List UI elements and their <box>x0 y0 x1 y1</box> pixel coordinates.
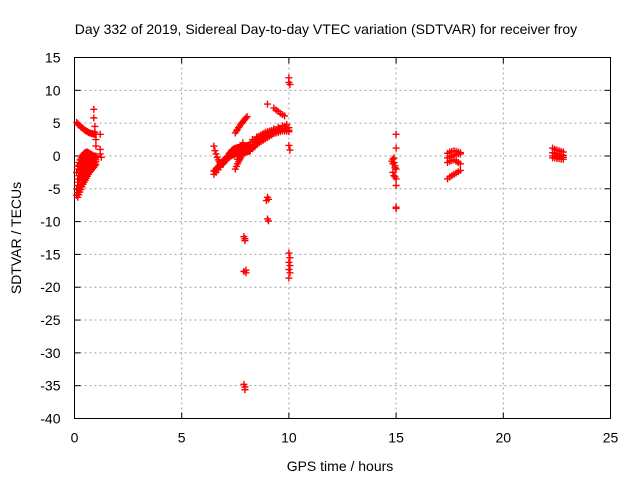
data-points <box>73 74 567 394</box>
data-point <box>392 181 400 189</box>
data-point <box>241 386 249 394</box>
data-point <box>268 128 276 136</box>
data-point <box>262 197 270 205</box>
data-point <box>92 155 100 163</box>
data-point <box>456 166 464 174</box>
data-point <box>236 149 244 157</box>
data-point <box>286 262 294 270</box>
y-tick-label: -10 <box>40 214 60 230</box>
data-point <box>391 164 399 172</box>
data-point <box>90 114 98 122</box>
data-point <box>392 203 400 211</box>
data-point <box>281 112 289 120</box>
y-tick-label: 10 <box>45 82 61 98</box>
data-point <box>392 165 400 173</box>
data-point <box>392 175 400 183</box>
data-point <box>286 80 294 88</box>
data-point <box>559 155 567 163</box>
data-point <box>286 146 294 154</box>
grid <box>74 57 611 419</box>
data-point <box>242 114 250 122</box>
data-point <box>456 160 464 168</box>
y-tick-label: -25 <box>40 312 60 328</box>
data-point <box>392 130 400 138</box>
x-tick-label: 5 <box>178 430 186 446</box>
data-point <box>241 237 249 245</box>
data-point <box>97 153 105 161</box>
x-tick-label: 0 <box>71 430 79 446</box>
y-tick-label: 0 <box>53 148 61 164</box>
data-point <box>251 138 259 146</box>
data-point <box>389 168 397 176</box>
data-point <box>263 100 271 108</box>
y-axis-label: SDTVAR / TECUs <box>8 182 24 294</box>
data-point <box>96 130 104 138</box>
data-point <box>265 217 273 225</box>
data-point <box>74 162 82 170</box>
data-point <box>235 152 243 160</box>
data-point <box>92 136 100 144</box>
data-point <box>91 162 99 170</box>
data-point <box>91 122 99 130</box>
data-point <box>285 258 293 266</box>
data-point <box>392 144 400 152</box>
data-point <box>285 274 293 282</box>
data-point <box>263 130 271 138</box>
y-tick-label: -30 <box>40 345 60 361</box>
data-point <box>243 113 251 121</box>
data-point <box>239 139 247 147</box>
data-point <box>211 147 219 155</box>
data-point <box>91 128 99 136</box>
y-tick-label: 5 <box>53 115 61 131</box>
y-tick-label: -20 <box>40 279 60 295</box>
x-tick-label: 25 <box>603 430 619 446</box>
data-point <box>233 155 241 163</box>
data-point <box>272 126 280 134</box>
data-point <box>390 154 398 162</box>
chart-title: Day 332 of 2019, Sidereal Day-to-day VTE… <box>75 21 577 37</box>
y-tick-label: -40 <box>40 411 60 427</box>
data-point <box>96 150 104 158</box>
y-tick-label: -35 <box>40 378 60 394</box>
y-tick-label: -15 <box>40 246 60 262</box>
data-point <box>281 122 289 130</box>
data-point <box>92 142 100 150</box>
data-point <box>212 150 220 158</box>
data-point <box>285 126 293 134</box>
data-point <box>285 141 293 149</box>
axis-ticks: 0 5 10 15 20 25 -40 -35 -30 -25 -20 -15 -10 -5 0 5 10 15 <box>40 50 618 446</box>
data-point <box>238 142 246 150</box>
data-point <box>259 132 267 140</box>
x-axis-label: GPS time / hours <box>287 458 394 474</box>
data-point <box>237 145 245 153</box>
x-tick-label: 10 <box>281 430 297 446</box>
data-point <box>389 160 397 168</box>
data-point <box>90 105 98 113</box>
plot-frame <box>74 57 611 419</box>
data-point <box>456 150 464 158</box>
data-point <box>276 124 284 132</box>
y-tick-label: 15 <box>45 50 61 66</box>
y-tick-label: -5 <box>48 181 61 197</box>
x-tick-label: 15 <box>388 430 404 446</box>
data-point <box>240 267 248 275</box>
x-tick-label: 20 <box>496 430 512 446</box>
data-point <box>210 142 218 150</box>
data-point <box>286 254 294 262</box>
data-point <box>285 249 293 257</box>
data-point <box>255 135 263 143</box>
data-point <box>286 269 294 277</box>
data-point <box>74 175 82 183</box>
data-point <box>285 266 293 274</box>
